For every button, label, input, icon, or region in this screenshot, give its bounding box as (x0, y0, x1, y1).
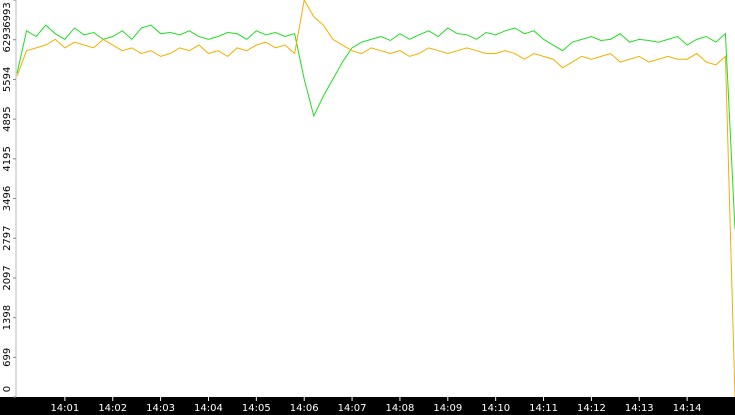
y-tick-label: 6293 (2, 27, 13, 52)
x-tick-label: 14:04 (194, 403, 223, 414)
x-tick-label: 14:11 (529, 403, 558, 414)
y-tick-label: 4195 (2, 146, 13, 171)
x-tick-label: 14:09 (433, 403, 462, 414)
x-tick-label: 14:05 (242, 403, 271, 414)
y-tick-label: 3496 (2, 186, 13, 211)
y-tick-label: 0 (2, 386, 13, 392)
y-tick-label: 5594 (2, 67, 13, 92)
y-tick-label: 699 (2, 348, 13, 367)
x-tick-label: 14:07 (338, 403, 367, 414)
y-tick-label: 2797 (2, 225, 13, 250)
y-tick-label: 2097 (2, 265, 13, 290)
series-line (16, 0, 735, 398)
x-tick-label: 14:03 (146, 403, 175, 414)
x-tick-label: 14:02 (98, 403, 127, 414)
x-tick-label: 14:13 (625, 403, 654, 414)
x-tick-label: 14:12 (577, 403, 606, 414)
x-tick-label: 14:10 (481, 403, 510, 414)
y-tick-label: 6993 (2, 2, 13, 27)
x-tick-label: 14:01 (50, 403, 79, 414)
y-tick-label: 1398 (2, 305, 13, 330)
x-tick-label: 14:06 (290, 403, 319, 414)
x-tick-label: 14:08 (386, 403, 415, 414)
series-line (16, 24, 735, 230)
x-axis-bar (0, 397, 735, 415)
y-tick-label: 4895 (2, 106, 13, 131)
x-tick-label: 14:14 (673, 403, 702, 414)
